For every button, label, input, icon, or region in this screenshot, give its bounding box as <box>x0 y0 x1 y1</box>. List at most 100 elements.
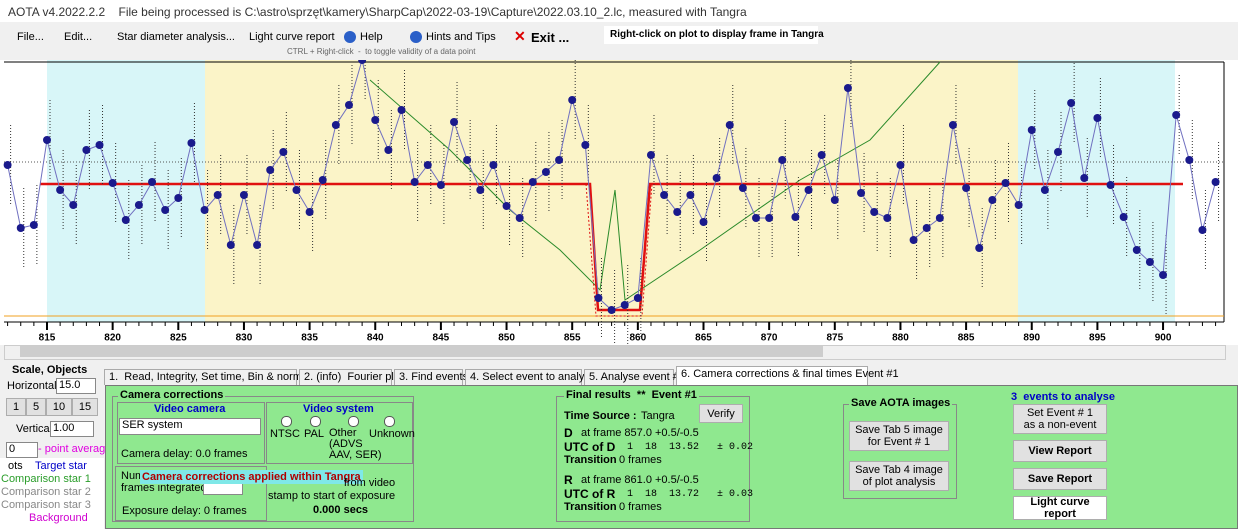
radio-unknown[interactable]: Unknown <box>369 428 415 440</box>
data-point <box>358 60 367 64</box>
object-target[interactable]: Target star <box>35 460 87 472</box>
data-point <box>121 216 130 224</box>
save-tab5-button[interactable]: Save Tab 5 image for Event # 1 <box>849 421 949 451</box>
data-point <box>239 191 248 199</box>
tab[interactable]: 5. Analyse event #1 <box>584 369 685 385</box>
tab[interactable]: 1. Read, Integrity, Set time, Bin & norm… <box>104 369 325 385</box>
data-point <box>450 118 459 126</box>
menu-file[interactable]: File... <box>17 31 44 43</box>
data-point <box>253 241 262 249</box>
x-tick-label: 855 <box>564 333 581 344</box>
radio-other[interactable]: Other (ADVS AAV, SER) <box>329 427 382 461</box>
window-title: AOTA v4.2022.2.2 File being processed is… <box>8 5 747 19</box>
radio[interactable] <box>310 416 321 427</box>
data-point <box>948 121 957 129</box>
view-report-button[interactable]: View Report <box>1013 440 1107 462</box>
frames-input[interactable] <box>203 483 243 495</box>
d-label: D <box>564 426 573 440</box>
menu-star-diameter[interactable]: Star diameter analysis... <box>117 31 235 43</box>
event-region <box>205 60 1018 322</box>
tab[interactable]: 4. Select event to analyse <box>465 369 596 385</box>
vertical-value[interactable]: 1.00 <box>50 421 94 437</box>
light-curve-plot[interactable]: 815 820 825 830 835 840 845 850 855 860 865 870 875 8… <box>0 60 1238 345</box>
radio-ntsc[interactable]: NTSC <box>270 428 300 440</box>
data-point <box>1119 213 1128 221</box>
point-average: - point average <box>38 443 112 455</box>
tab[interactable]: 2. (info) Fourier plot <box>299 369 403 385</box>
data-point <box>528 178 537 186</box>
data-point <box>962 184 971 192</box>
object-comp1[interactable]: Comparison star 1 <box>1 473 91 485</box>
data-point <box>817 151 826 159</box>
radio[interactable] <box>384 416 395 427</box>
camera-select[interactable]: SER system <box>119 418 261 435</box>
object-comp2[interactable]: Comparison star 2 <box>1 486 91 498</box>
x-tick-label: 865 <box>695 333 712 344</box>
menu-exit[interactable]: Exit ... <box>531 30 570 45</box>
menu-light-curve[interactable]: Light curve report <box>249 31 335 43</box>
data-point <box>108 179 117 187</box>
data-point <box>29 221 38 229</box>
scale-button[interactable]: 10 <box>46 398 72 416</box>
title-bar <box>0 0 1238 22</box>
data-point <box>397 106 406 114</box>
data-point <box>843 84 852 92</box>
point-select[interactable]: 0 <box>6 442 38 458</box>
scale-button[interactable]: 15 <box>72 398 98 416</box>
save-report-button[interactable]: Save Report <box>1013 468 1107 490</box>
data-point <box>200 206 209 214</box>
data-point <box>292 186 301 194</box>
data-point <box>857 189 866 197</box>
data-point <box>95 141 104 149</box>
radio-pal[interactable]: PAL <box>304 428 324 440</box>
scale-button[interactable]: 1 <box>6 398 26 416</box>
tab-active[interactable]: 6. Camera corrections & final times Even… <box>676 366 899 385</box>
scroll-thumb[interactable] <box>20 346 823 357</box>
menu-edit[interactable]: Edit... <box>64 31 93 43</box>
x-tick-label: 890 <box>1023 333 1040 344</box>
light-curve-report-button[interactable]: Light curve report <box>1013 496 1107 520</box>
object-comp3[interactable]: Comparison star 3 <box>1 499 91 511</box>
data-point <box>305 208 314 216</box>
data-point <box>1145 258 1154 266</box>
data-point <box>16 224 25 232</box>
r-transition-label: Transition <box>564 501 617 513</box>
data-point <box>686 191 695 199</box>
data-point <box>830 196 839 204</box>
data-point <box>1067 99 1076 107</box>
radio[interactable] <box>281 416 292 427</box>
tab[interactable]: 3. Find events <box>394 369 468 385</box>
time-source: Tangra <box>641 410 675 422</box>
r-label: R <box>564 473 573 487</box>
set-non-event-button[interactable]: Set Event # 1 as a non-event <box>1013 404 1107 434</box>
data-point <box>883 214 892 222</box>
data-point <box>1211 178 1220 186</box>
utc-r: 1 18 13.72 ± 0.03 <box>627 489 754 500</box>
scale-title: Scale, Objects <box>12 364 88 376</box>
data-point <box>371 116 380 124</box>
video-system-group <box>266 402 413 464</box>
hints-icon <box>410 31 422 43</box>
data-point <box>213 191 222 199</box>
save-tab4-button[interactable]: Save Tab 4 image of plot analysis <box>849 461 949 491</box>
frames-group <box>115 466 267 521</box>
data-point <box>791 213 800 221</box>
exposure-delay: Exposure delay: 0 frames <box>122 505 247 517</box>
object-background[interactable]: Background <box>29 512 88 524</box>
camera-group <box>112 396 414 522</box>
vertical-label: Vertical <box>16 423 53 435</box>
verify-button[interactable]: Verify <box>699 404 743 423</box>
data-point <box>633 294 642 302</box>
x-tick-label: 835 <box>301 333 318 344</box>
utc-d-label: UTC of D <box>564 440 616 454</box>
menu-hints[interactable]: Hints and Tips <box>426 31 496 43</box>
radio[interactable] <box>348 416 359 427</box>
data-point <box>555 156 564 164</box>
horizontal-value[interactable]: 15.0 <box>56 378 96 394</box>
data-point <box>541 168 550 176</box>
scale-button[interactable]: 5 <box>26 398 46 416</box>
baseline-region <box>47 60 205 322</box>
d-transition: 0 frames <box>619 454 662 466</box>
final-title: Final results ** Event #1 <box>564 389 699 401</box>
menu-help[interactable]: Help <box>360 31 383 43</box>
